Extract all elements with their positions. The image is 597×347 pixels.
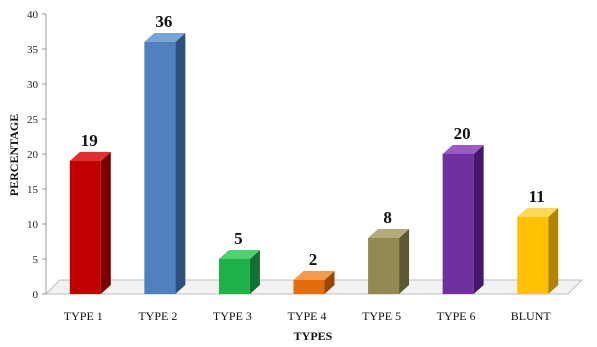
- bar-top: [144, 33, 186, 42]
- data-label: 8: [383, 208, 392, 227]
- bar-front: [293, 280, 325, 294]
- bar-side: [175, 33, 186, 294]
- data-label: 36: [155, 12, 172, 31]
- bar-side: [324, 271, 335, 294]
- bar-top: [517, 208, 559, 217]
- y-tick-label: 25: [27, 114, 39, 126]
- bar: [368, 229, 410, 294]
- bar-side: [399, 229, 410, 294]
- y-tick-label: 15: [27, 184, 39, 196]
- bar-top: [218, 250, 260, 259]
- x-tick-label: TYPE 6: [437, 309, 476, 323]
- bar-top: [69, 152, 111, 161]
- bar: [69, 152, 111, 294]
- y-tick-label: 10: [27, 219, 39, 231]
- y-tick-label: 30: [27, 79, 39, 91]
- bar: [517, 208, 559, 294]
- x-axis: TYPE 1 TYPE 2 TYPE 3 TYPE 4 TYPE 5 TYPE 6 BLUN…: [64, 309, 552, 323]
- x-tick-label: TYPE 4: [288, 309, 327, 323]
- bars: [69, 33, 559, 294]
- y-tick-label: 0: [33, 289, 39, 301]
- data-label: 20: [454, 124, 471, 143]
- y-axis-title: PERCENTAGE: [7, 114, 21, 196]
- data-label: 19: [81, 131, 98, 150]
- bar-side: [100, 152, 111, 294]
- bar-side: [473, 145, 484, 294]
- bar-side: [548, 208, 559, 294]
- bar-top: [442, 145, 484, 154]
- bar-front: [69, 161, 101, 294]
- bar-front: [442, 154, 474, 294]
- y-tick-label: 35: [27, 44, 39, 56]
- bar: [144, 33, 186, 294]
- x-tick-label: BLUNT: [511, 309, 552, 323]
- bar-top: [368, 229, 410, 238]
- data-label: 5: [234, 229, 243, 248]
- bar: [442, 145, 484, 294]
- y-tick-label: 20: [27, 149, 39, 161]
- y-tick-label: 40: [27, 9, 39, 21]
- x-axis-title: TYPES: [294, 329, 333, 343]
- x-tick-label: TYPE 5: [362, 309, 401, 323]
- bar-top: [293, 271, 335, 280]
- y-tick-label: 5: [33, 254, 39, 266]
- data-label: 11: [529, 187, 545, 206]
- x-tick-label: TYPE 3: [213, 309, 252, 323]
- x-tick-label: TYPE 1: [64, 309, 103, 323]
- bar: [218, 250, 260, 294]
- bar-front: [144, 42, 176, 294]
- bar-front: [218, 259, 250, 294]
- bar-side: [249, 250, 260, 294]
- bar-front: [368, 238, 400, 294]
- y-axis: 0 5 10 15 20 25 30 35 40: [27, 9, 47, 301]
- bar: [293, 271, 335, 294]
- bar-front: [517, 217, 549, 294]
- x-tick-label: TYPE 2: [138, 309, 177, 323]
- data-label: 2: [309, 250, 318, 269]
- data-labels: 19 36 5 2 8 20 11: [81, 12, 545, 269]
